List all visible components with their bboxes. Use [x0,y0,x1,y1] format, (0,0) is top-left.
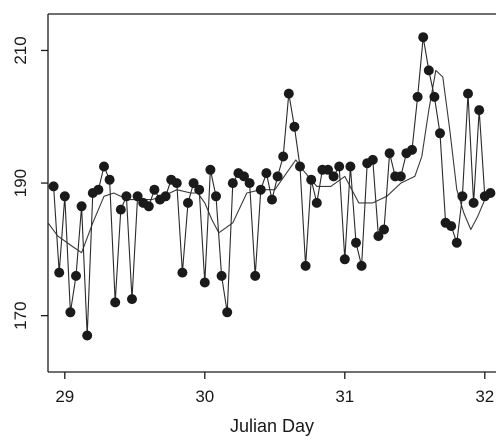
data-point-5 [76,201,87,212]
data-point-29 [211,191,221,202]
y-tick-label-190: 190 [11,169,30,197]
data-point-20 [160,191,171,202]
data-point-46 [306,174,317,185]
data-point-30 [216,270,227,281]
data-point-66 [418,32,429,43]
x-tick-label-30: 30 [195,387,214,406]
data-point-65 [412,91,423,102]
data-point-12 [115,204,126,215]
data-point-72 [451,237,462,248]
data-point-40 [272,171,283,182]
data-point-60 [384,148,395,159]
data-point-6 [82,330,93,341]
data-point-22 [171,178,182,189]
data-point-10 [104,174,115,185]
smooth-series [47,69,493,254]
x-tick-label-31: 31 [335,387,354,406]
plot-frame [47,13,496,373]
data-point-11 [110,297,121,308]
data-point-0 [48,181,59,192]
data-point-55 [356,260,367,271]
data-point-27 [199,277,210,288]
data-point-64 [407,144,417,155]
data-point-39 [267,194,277,205]
data-point-45 [300,260,311,271]
data-point-57 [367,154,378,165]
data-series-line [53,36,491,337]
y-tick-label-170: 170 [11,301,30,329]
x-tick-label-29: 29 [55,387,74,406]
data-point-49 [323,164,333,175]
data-point-1 [54,267,65,278]
data-point-44 [295,161,305,172]
data-point-68 [429,91,440,102]
data-point-78 [485,188,496,198]
data-point-32 [227,178,238,189]
data-point-4 [71,270,81,281]
data-point-51 [334,161,345,172]
data-point-58 [373,231,384,242]
data-point-28 [205,164,216,175]
data-point-23 [177,267,188,278]
data-point-37 [255,184,266,195]
data-point-52 [339,254,350,265]
data-point-9 [99,161,109,172]
x-tick-label-32: 32 [475,387,494,406]
data-point-24 [183,197,193,208]
data-point-34 [239,171,249,182]
x-tick-group: 29 30 31 32 [55,372,494,406]
data-point-74 [463,88,473,99]
y-tick-label-210: 210 [11,36,30,64]
data-point-8 [93,184,104,195]
data-series [53,36,491,337]
data-point-73 [457,191,468,202]
data-point-35 [244,178,255,189]
data-point-31 [222,307,233,318]
data-point-15 [132,191,143,202]
data-point-43 [289,121,300,132]
y-tick-group: 170 190 210 [11,36,48,330]
data-point-25 [188,178,199,189]
data-point-26 [194,184,205,195]
data-point-76 [474,105,485,116]
data-point-41 [278,151,289,162]
data-point-50 [328,171,339,182]
data-point-69 [435,128,445,139]
data-point-3 [65,307,76,318]
data-point-67 [423,65,434,76]
data-point-38 [261,168,272,179]
data-point-54 [351,237,361,248]
data-points [48,32,496,341]
data-point-47 [311,197,322,208]
x-axis-label: Julian Day [230,416,314,436]
data-point-75 [468,197,479,208]
data-point-59 [379,224,389,235]
data-point-71 [446,221,457,232]
data-point-42 [283,88,294,99]
data-point-18 [149,184,160,195]
data-point-36 [250,270,261,281]
data-point-62 [395,171,406,182]
data-point-17 [143,201,154,212]
data-point-53 [345,161,356,172]
data-point-13 [121,191,132,202]
smooth-series-line [47,69,493,254]
data-point-14 [127,294,137,305]
data-point-2 [59,191,70,202]
